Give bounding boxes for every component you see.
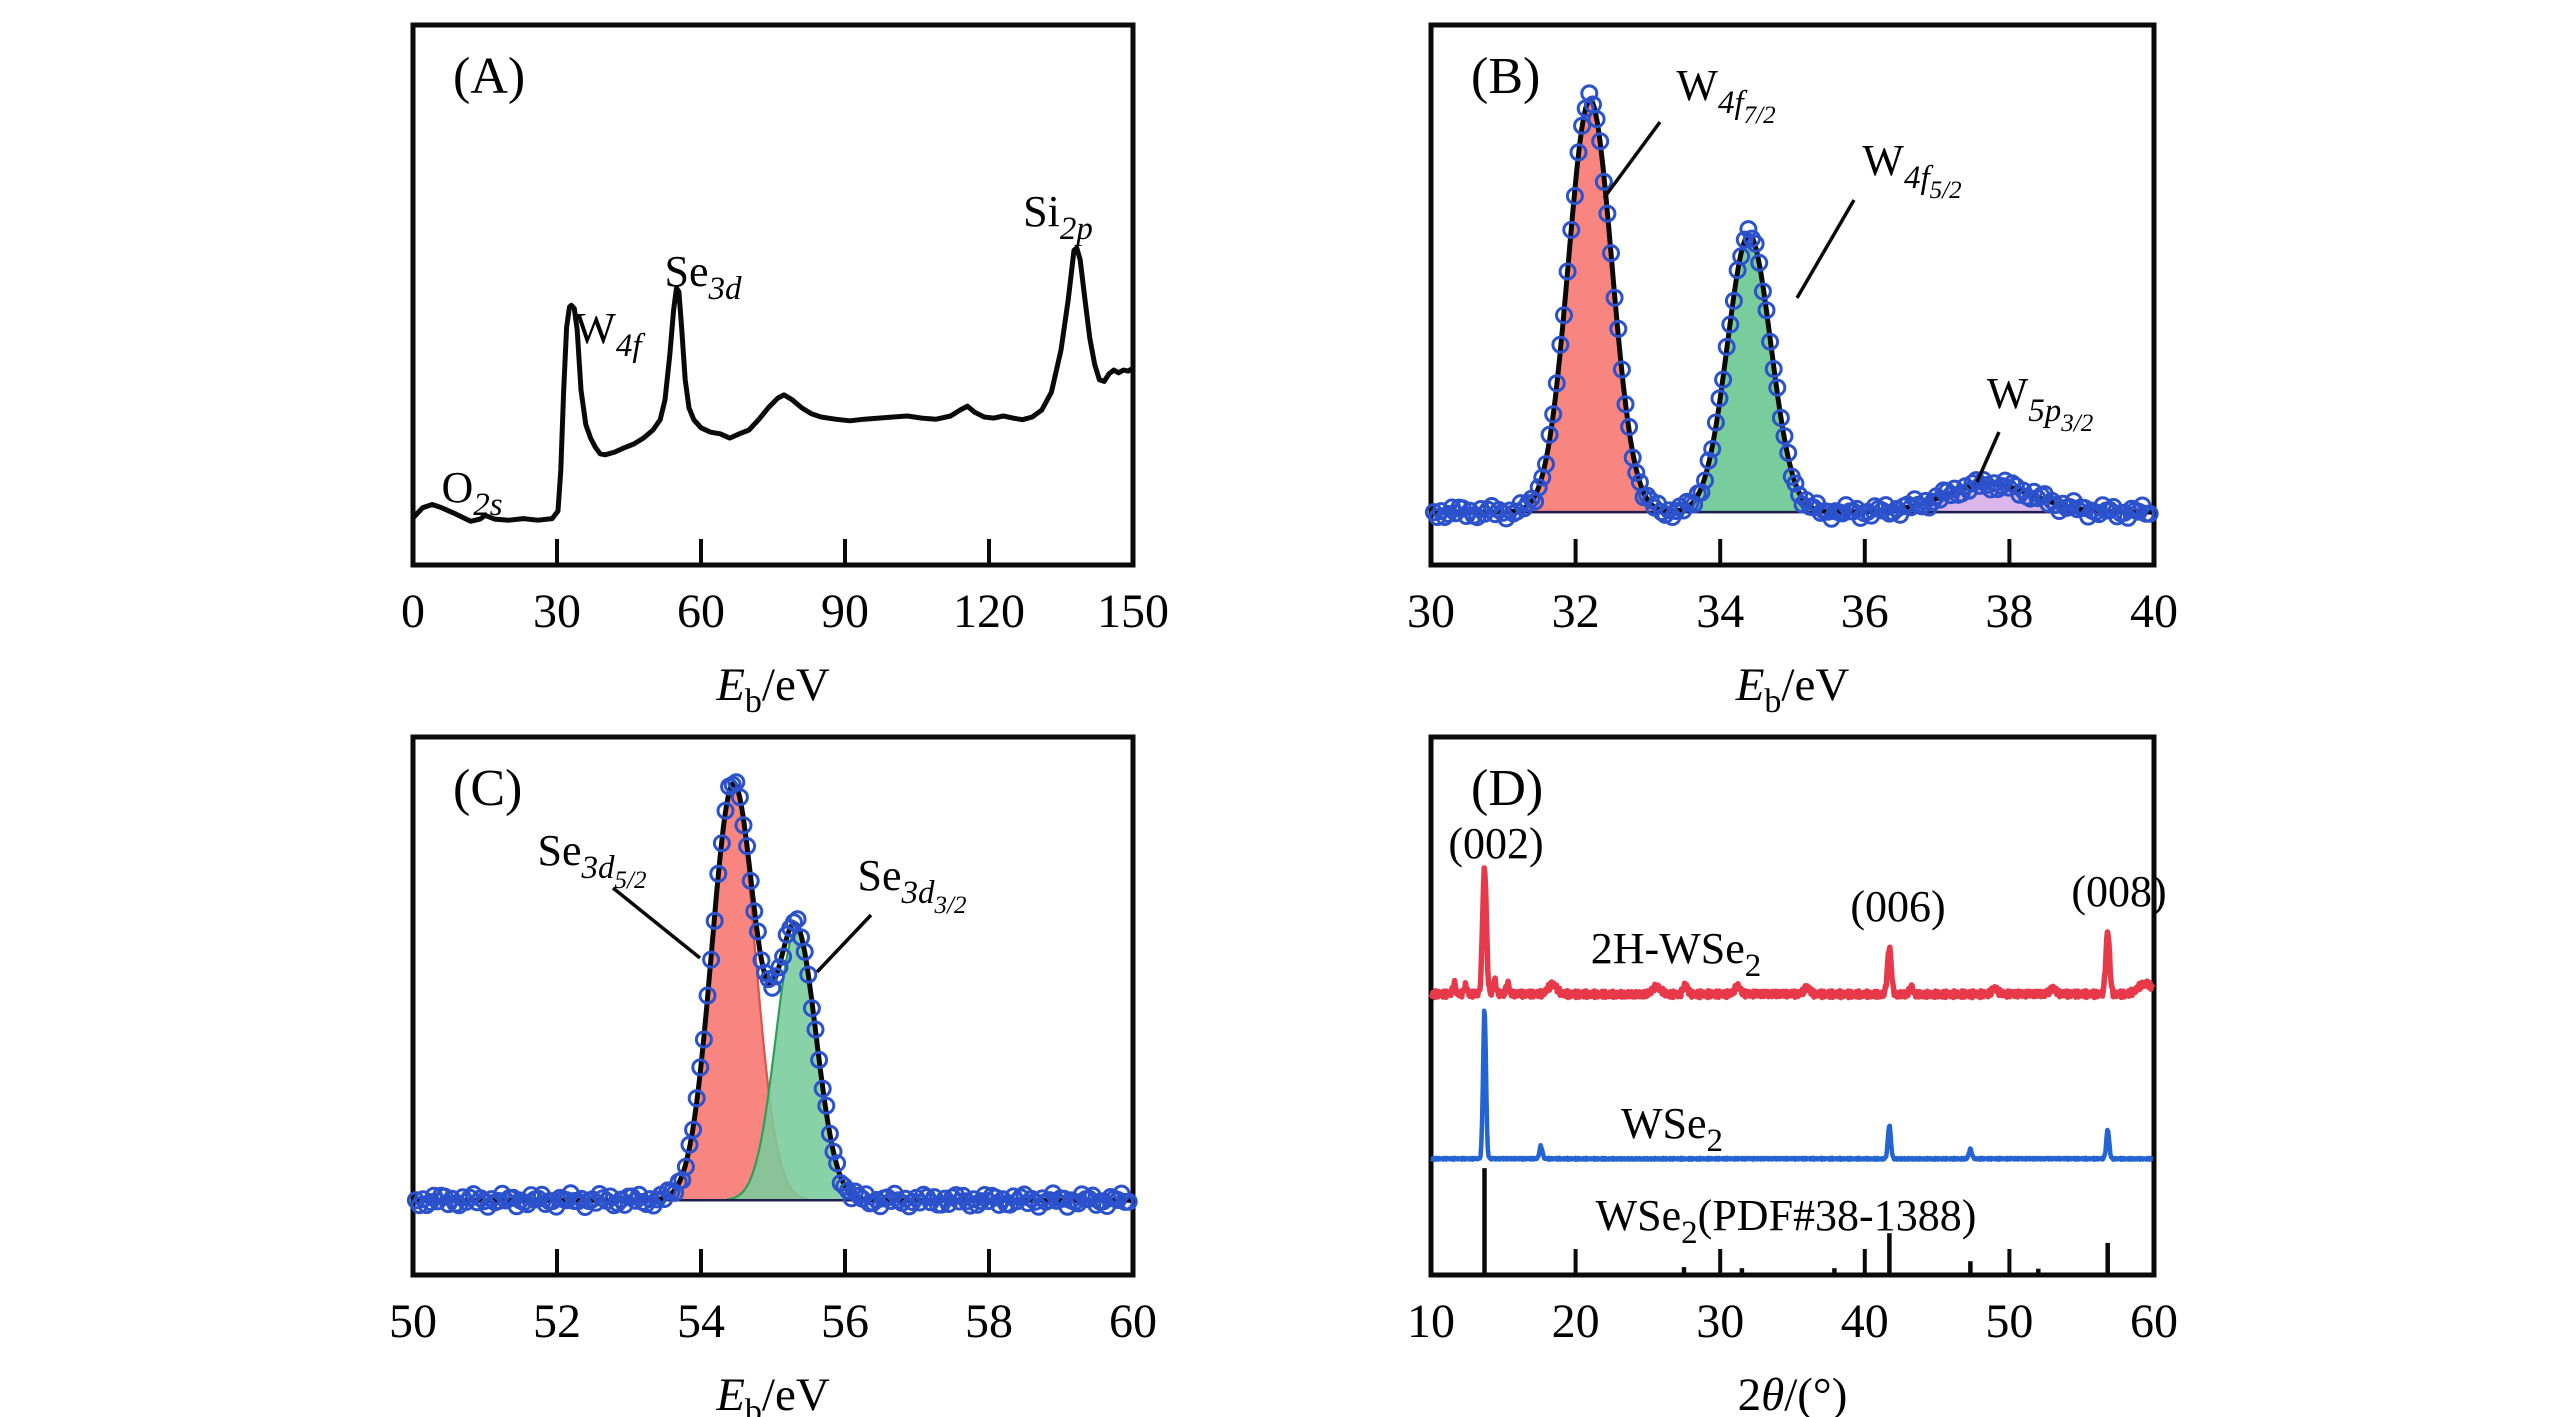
fit-envelope-curve (1431, 97, 2154, 515)
x-tick-label: 60 (2130, 1295, 2178, 1348)
x-tick-label: 0 (401, 585, 425, 638)
label-2h-wse2: 2H-WSe2 (1591, 924, 1761, 984)
survey-spectrum-curve (410, 245, 1136, 524)
x-tick-label: 50 (389, 1295, 437, 1348)
x-tick-label: 36 (1841, 585, 1889, 638)
plot-frame-b (1428, 22, 2157, 568)
x-axis-title-a: Eb/eV (715, 659, 830, 720)
label-w5p32: W5p3/2 (1987, 369, 2093, 437)
x-axis-title-d: 2θ/(°) (1738, 1369, 1848, 1417)
panel-d: (D) 10 20 30 40 50 60 2θ/(°) (002) 2H-WSe2 (006) (… (1407, 734, 2178, 1417)
x-axis-title-c: Eb/eV (715, 1369, 830, 1417)
label-se3d52: Se3d5/2 (538, 826, 647, 894)
label-w4f72-leader-line (1602, 120, 1662, 200)
data-point-markers (1424, 84, 2159, 528)
x-tick-label: 50 (1985, 1295, 2033, 1348)
x-axis-title-b: Eb/eV (1735, 659, 1850, 720)
x-tick-label: 60 (1109, 1295, 1157, 1348)
label-006: (006) (1850, 882, 1945, 931)
x-tick-label: 90 (821, 585, 869, 638)
plot-frame-a (410, 22, 1136, 568)
label-008: (008) (2071, 867, 2166, 916)
plot-frame-d (1428, 734, 2157, 1278)
x-tick-label: 30 (1696, 1295, 1744, 1348)
xrd-trace-1 (1429, 1008, 2155, 1163)
x-tick-label: 60 (677, 585, 725, 638)
x-tick-label: 120 (953, 585, 1025, 638)
x-tick-label: 56 (821, 1295, 869, 1348)
label-w4f52: W4f5/2 (1862, 136, 1961, 204)
label-w4f52-leader-line (1795, 199, 1856, 299)
label-se3d: Se3d (665, 247, 743, 307)
panel-b: (B) 30 32 34 36 38 40 Eb/eV W4f7/2 W4f5/2 W5p3/2 (1407, 22, 2178, 720)
x-tick-label: 150 (1097, 585, 1169, 638)
x-tick-label: 38 (1985, 585, 2033, 638)
label-si2p: Si2p (1023, 187, 1093, 247)
label-se3d52-leader-line (611, 886, 702, 960)
label-se3d32: Se3d3/2 (858, 851, 967, 919)
panel-c: (C) 50 52 54 56 58 60 Eb/eV Se3d5/2 Se3d3/2 (389, 734, 1157, 1417)
x-tick-label: 40 (2130, 585, 2178, 638)
x-tick-label: 10 (1407, 1295, 1455, 1348)
plot-frame-c (410, 734, 1136, 1278)
x-tick-label: 58 (965, 1295, 1013, 1348)
label-w5p32-leader-line (1975, 431, 2001, 483)
label-002: (002) (1448, 819, 1543, 868)
x-tick-label: 52 (533, 1295, 581, 1348)
x-tick-label: 40 (1841, 1295, 1889, 1348)
x-tick-label: 34 (1696, 585, 1744, 638)
xrd-trace-0 (1428, 865, 2156, 1001)
label-wse2-pdf: WSe2(PDF#38-1388) (1596, 1191, 1977, 1251)
label-wse2: WSe2 (1621, 1099, 1723, 1159)
x-tick-label: 54 (677, 1295, 725, 1348)
panel-a: (A) 0 30 60 90 120 150 Eb/eV O2s W4f Se3d Si2p (401, 22, 1169, 720)
panel-letter-d: (D) (1471, 760, 1543, 817)
panel-letter-a: (A) (453, 48, 525, 105)
panel-letter-b: (B) (1471, 48, 1540, 105)
panel-letter-c: (C) (453, 760, 522, 817)
x-tick-label: 30 (1407, 585, 1455, 638)
x-tick-label: 32 (1552, 585, 1600, 638)
label-o2s: O2s (441, 463, 502, 523)
component-fill-0 (1515, 98, 1665, 514)
x-tick-label: 20 (1552, 1295, 1600, 1348)
x-tick-label: 30 (533, 585, 581, 638)
label-w4f: W4f (574, 304, 645, 364)
label-w4f72: W4f7/2 (1676, 61, 1775, 129)
data-point-markers (406, 773, 1138, 1216)
label-se3d32-leader-line (815, 913, 873, 974)
component-fill-1 (1674, 233, 1824, 514)
